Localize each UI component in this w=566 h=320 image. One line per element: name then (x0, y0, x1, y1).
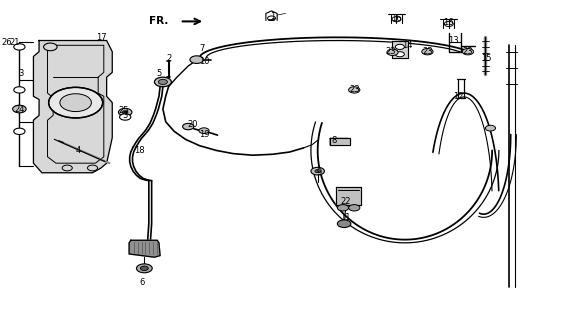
Circle shape (486, 125, 495, 131)
Text: 17: 17 (96, 33, 106, 42)
Text: 21: 21 (10, 38, 20, 47)
Circle shape (14, 87, 25, 93)
Text: 25: 25 (118, 106, 128, 115)
Text: 20: 20 (187, 120, 198, 130)
Text: 22: 22 (341, 197, 351, 206)
Circle shape (49, 87, 102, 118)
Text: 23: 23 (462, 47, 473, 56)
Polygon shape (129, 240, 160, 257)
Polygon shape (336, 187, 361, 204)
Circle shape (387, 49, 398, 55)
Circle shape (119, 114, 131, 120)
Circle shape (337, 220, 351, 228)
Text: 15: 15 (481, 53, 492, 62)
Circle shape (395, 52, 404, 57)
Text: 1: 1 (270, 12, 275, 21)
Circle shape (44, 43, 57, 51)
Text: 10: 10 (199, 57, 209, 66)
Circle shape (311, 167, 324, 175)
Text: 12: 12 (453, 92, 464, 101)
Circle shape (462, 49, 474, 55)
Circle shape (14, 44, 25, 50)
Text: 23: 23 (349, 85, 359, 94)
Circle shape (136, 264, 152, 273)
Text: 18: 18 (134, 146, 144, 155)
Text: 16: 16 (444, 19, 454, 28)
Circle shape (190, 56, 203, 63)
Text: 3: 3 (122, 111, 128, 120)
Circle shape (88, 165, 97, 171)
Text: 2: 2 (166, 53, 171, 62)
Circle shape (60, 94, 92, 112)
Text: FR.: FR. (149, 16, 169, 27)
Polygon shape (392, 41, 408, 58)
Text: 26: 26 (2, 38, 12, 47)
Text: 23: 23 (422, 47, 433, 56)
Text: 3: 3 (18, 69, 24, 78)
Polygon shape (330, 138, 350, 145)
Circle shape (118, 108, 132, 116)
Text: 11: 11 (341, 213, 351, 222)
Text: 16: 16 (391, 14, 402, 23)
Text: 13: 13 (449, 36, 459, 45)
Circle shape (315, 170, 320, 173)
Text: 24: 24 (14, 105, 25, 114)
Circle shape (183, 123, 194, 130)
Text: 23: 23 (385, 47, 396, 56)
Circle shape (140, 266, 148, 270)
Circle shape (62, 165, 72, 171)
Text: 9: 9 (317, 168, 322, 177)
Text: 5: 5 (156, 69, 161, 78)
Circle shape (349, 87, 360, 93)
Circle shape (395, 44, 404, 50)
Polygon shape (33, 41, 112, 173)
Text: 7: 7 (200, 44, 205, 53)
Circle shape (14, 128, 25, 134)
Text: 8: 8 (332, 136, 337, 145)
Text: 4: 4 (76, 146, 81, 155)
Circle shape (337, 204, 349, 211)
Text: 19: 19 (199, 130, 209, 139)
Circle shape (422, 49, 433, 55)
Circle shape (12, 105, 26, 113)
Circle shape (199, 128, 209, 133)
Circle shape (158, 79, 168, 84)
Text: 6: 6 (139, 278, 145, 287)
Text: 14: 14 (402, 41, 413, 50)
Circle shape (155, 77, 171, 87)
Circle shape (349, 204, 360, 211)
Circle shape (122, 111, 128, 114)
